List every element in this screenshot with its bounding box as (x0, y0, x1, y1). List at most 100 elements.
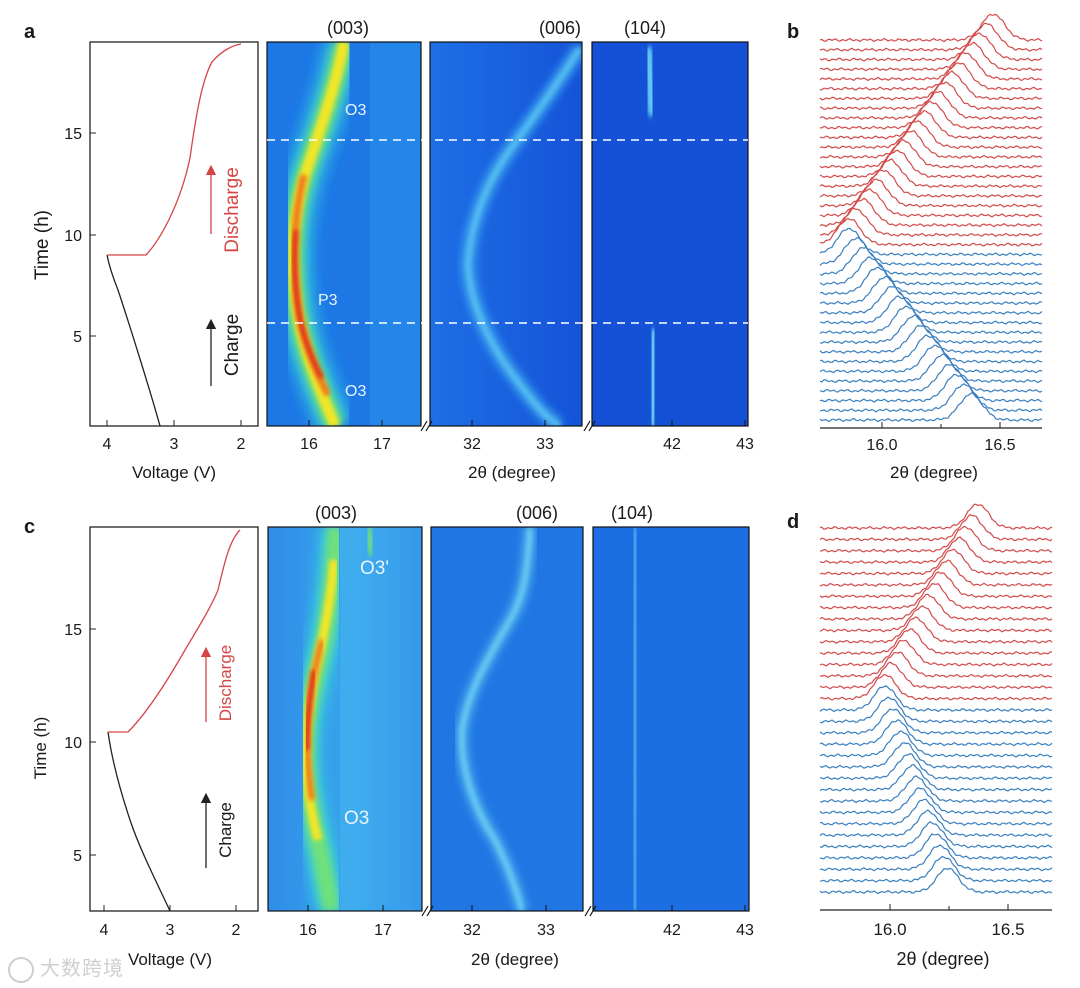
phase-label-o3-prime: O3' (360, 558, 389, 579)
xrd-trace (819, 207, 1043, 238)
xrd-trace (819, 742, 1053, 769)
xtick-43: 43 (736, 922, 754, 939)
xrd-trace (819, 867, 1053, 895)
xtick-33: 33 (536, 436, 554, 453)
axis-break (420, 420, 596, 432)
xtick-32: 32 (463, 922, 481, 939)
panel-a-contour: O3 P3 O3 (003) (006) (104) 16 17 32 33 4… (266, 18, 754, 482)
xtick-17: 17 (374, 922, 392, 939)
xrd-trace (819, 22, 1043, 52)
watermark: 大数跨境 (8, 952, 124, 983)
xrd-trace (819, 559, 1053, 587)
xrd-trace (819, 763, 1053, 792)
ytick-10: 10 (64, 228, 82, 245)
panel-label-d: d (787, 511, 799, 533)
watermark-text: 大数跨境 (40, 956, 124, 980)
watermark-logo-icon (8, 956, 34, 983)
xrd-trace (819, 334, 1043, 364)
xrd-trace (819, 138, 1043, 169)
xrd-trace (819, 383, 1043, 413)
panel-label-b: b (787, 21, 799, 43)
xrd-trace (819, 109, 1043, 140)
xrd-trace (819, 651, 1053, 679)
xrd-trace (819, 639, 1053, 667)
xrd-trace (819, 787, 1053, 815)
voltage-axes-frame (89, 526, 259, 912)
xtick-3: 3 (170, 436, 179, 453)
xrd-trace (819, 32, 1043, 62)
phase-label-o3-bottom: O3 (345, 383, 366, 400)
contour-xlabel: 2θ (degree) (468, 463, 556, 482)
xtick-17: 17 (373, 436, 391, 453)
xrd-trace (819, 844, 1053, 872)
xrd-trace (819, 673, 1053, 701)
xrd-trace (819, 344, 1043, 374)
voltage-xlabel: Voltage (V) (128, 950, 212, 969)
discharge-curve (108, 529, 241, 733)
xrd-trace (819, 247, 1043, 277)
xrd-trace (819, 227, 1043, 257)
xrd-trace (819, 169, 1043, 199)
discharge-curve (107, 43, 242, 256)
xrd-trace (819, 256, 1043, 286)
stacked-traces-b (819, 13, 1043, 423)
xrd-trace (819, 149, 1043, 179)
xtick-3: 3 (166, 922, 175, 939)
peak-label-104: (104) (611, 503, 653, 523)
xrd-trace (819, 363, 1043, 393)
xrd-trace (819, 628, 1053, 656)
xtick-16: 16 (299, 922, 317, 939)
panel-label-a: a (24, 21, 36, 43)
phase-label-o3-top: O3 (345, 102, 366, 119)
xtick-16-5: 16.5 (984, 437, 1015, 454)
charge-curve (107, 731, 171, 912)
charge-curve (106, 254, 161, 427)
xrd-trace (819, 775, 1053, 804)
peak-label-104: (104) (624, 18, 666, 38)
xrd-trace (820, 525, 1053, 553)
xrd-trace (819, 536, 1053, 565)
xtick-4: 4 (100, 922, 109, 939)
xtick-16: 16 (300, 436, 318, 453)
xtick-42: 42 (663, 436, 681, 453)
voltage-xlabel: Voltage (V) (132, 463, 216, 482)
xrd-trace (819, 548, 1053, 576)
panel-d-stacked: 16.0 16.5 2θ (degree) (819, 503, 1053, 969)
xrd-trace (819, 708, 1053, 735)
xrd-trace (819, 158, 1043, 189)
xrd-trace (819, 571, 1053, 599)
voltage-ylabel: Time (h) (31, 717, 50, 780)
contour-xlabel: 2θ (degree) (471, 950, 559, 969)
xtick-43: 43 (736, 436, 754, 453)
xrd-trace (819, 661, 1053, 690)
xrd-trace (819, 275, 1043, 306)
xrd-trace (819, 62, 1043, 91)
discharge-label: Discharge (222, 167, 243, 253)
charge-label: Charge (222, 314, 243, 376)
ytick-15: 15 (64, 126, 82, 143)
xrd-trace (819, 593, 1053, 622)
xrd-trace (819, 833, 1053, 860)
xrd-trace (819, 217, 1043, 247)
xtick-32: 32 (463, 436, 481, 453)
xrd-trace (819, 100, 1043, 130)
xtick-42: 42 (663, 922, 681, 939)
xtick-16-5: 16.5 (991, 920, 1024, 939)
xrd-trace (819, 353, 1043, 384)
charge-label: Charge (216, 802, 235, 858)
phase-label-p3: P3 (318, 292, 338, 309)
xtick-16-0: 16.0 (873, 920, 906, 939)
peak-label-003: (003) (315, 503, 357, 523)
xrd-trace (819, 696, 1053, 724)
ytick-15: 15 (64, 622, 82, 639)
peak-label-003: (003) (327, 18, 369, 38)
panel-b-stacked: 16.0 16.5 2θ (degree) (819, 13, 1043, 482)
xrd-trace (819, 719, 1053, 747)
xrd-trace (819, 503, 1053, 531)
xrd-trace (819, 583, 1053, 610)
peak-label-006: (006) (539, 18, 581, 38)
xrd-trace (819, 70, 1043, 101)
ytick-5: 5 (73, 848, 82, 865)
xtick-33: 33 (537, 922, 555, 939)
xrd-trace (819, 90, 1043, 121)
